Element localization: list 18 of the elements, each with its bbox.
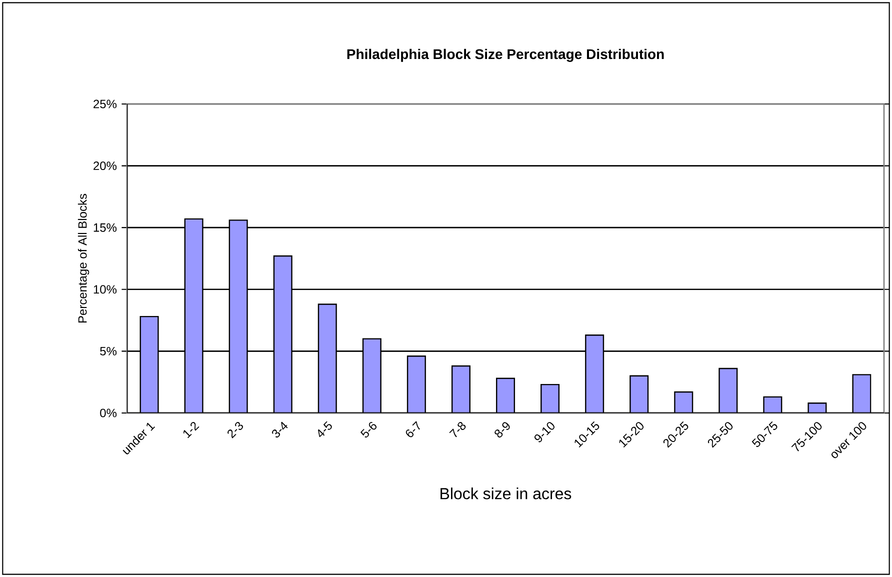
y-tick-label: 20% [94, 162, 117, 170]
x-tick-label: 3-4 [272, 422, 288, 438]
y-tick-label: 10% [94, 285, 117, 294]
chart-title: Philadelphia Block Size Percentage Distribution [347, 48, 664, 62]
x-tick-label: over 100 [832, 422, 866, 458]
y-axis-title: Percentage of All Blocks [78, 194, 90, 323]
y-tick-label: 15% [94, 223, 117, 232]
x-tick-label: 4-5 [318, 421, 332, 438]
x-tick-label: 2-3 [228, 422, 244, 438]
x-tick-label: 8-9 [494, 422, 510, 438]
x-axis-title: Block size in acres [440, 488, 572, 500]
y-tick-label: 0% [100, 408, 117, 418]
x-tick-label: 5-6 [360, 422, 377, 438]
y-tick-label: 25% [94, 100, 117, 108]
y-tick-label: 5% [100, 346, 117, 356]
x-tick-label: 6-7 [406, 421, 420, 438]
x-tick-label: 7-8 [449, 422, 466, 438]
x-tick-label: 1-2 [183, 422, 200, 438]
